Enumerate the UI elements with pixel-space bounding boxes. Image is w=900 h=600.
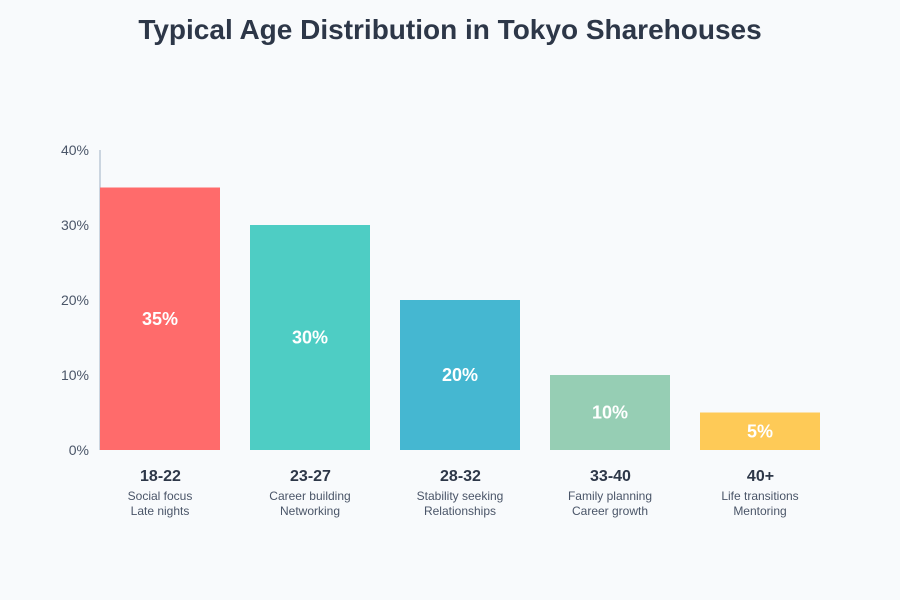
category-description: Stability seeking bbox=[417, 489, 504, 503]
category-description: Career growth bbox=[572, 504, 648, 518]
x-tick-label: 23-27 bbox=[290, 468, 331, 485]
x-tick-label: 28-32 bbox=[440, 468, 481, 485]
y-tick-label: 0% bbox=[69, 442, 89, 458]
bar-18-22 bbox=[100, 187, 220, 450]
y-tick-label: 10% bbox=[61, 367, 89, 383]
bar-40+ bbox=[700, 412, 820, 450]
category-description: Mentoring bbox=[733, 504, 786, 518]
x-tick-label: 33-40 bbox=[590, 468, 631, 485]
chart-title: Typical Age Distribution in Tokyo Shareh… bbox=[138, 14, 762, 45]
category-description: Relationships bbox=[424, 504, 496, 518]
bar-33-40 bbox=[550, 375, 670, 450]
category-description: Family planning bbox=[568, 489, 652, 503]
bar-value-label: 10% bbox=[592, 403, 628, 423]
category-description: Social focus bbox=[128, 489, 193, 503]
y-tick-label: 30% bbox=[61, 217, 89, 233]
bar-value-label: 20% bbox=[442, 365, 478, 385]
bar-value-label: 5% bbox=[747, 421, 773, 441]
bar-value-label: 30% bbox=[292, 328, 328, 348]
category-description: Career building bbox=[269, 489, 350, 503]
y-tick-label: 20% bbox=[61, 292, 89, 308]
bar-28-32 bbox=[400, 300, 520, 450]
bar-value-label: 35% bbox=[142, 309, 178, 329]
x-tick-label: 40+ bbox=[747, 468, 774, 485]
category-description: Life transitions bbox=[721, 489, 798, 503]
x-tick-label: 18-22 bbox=[140, 468, 181, 485]
y-tick-label: 40% bbox=[61, 142, 89, 158]
category-description: Networking bbox=[280, 504, 340, 518]
category-description: Late nights bbox=[131, 504, 190, 518]
bar-23-27 bbox=[250, 225, 370, 450]
